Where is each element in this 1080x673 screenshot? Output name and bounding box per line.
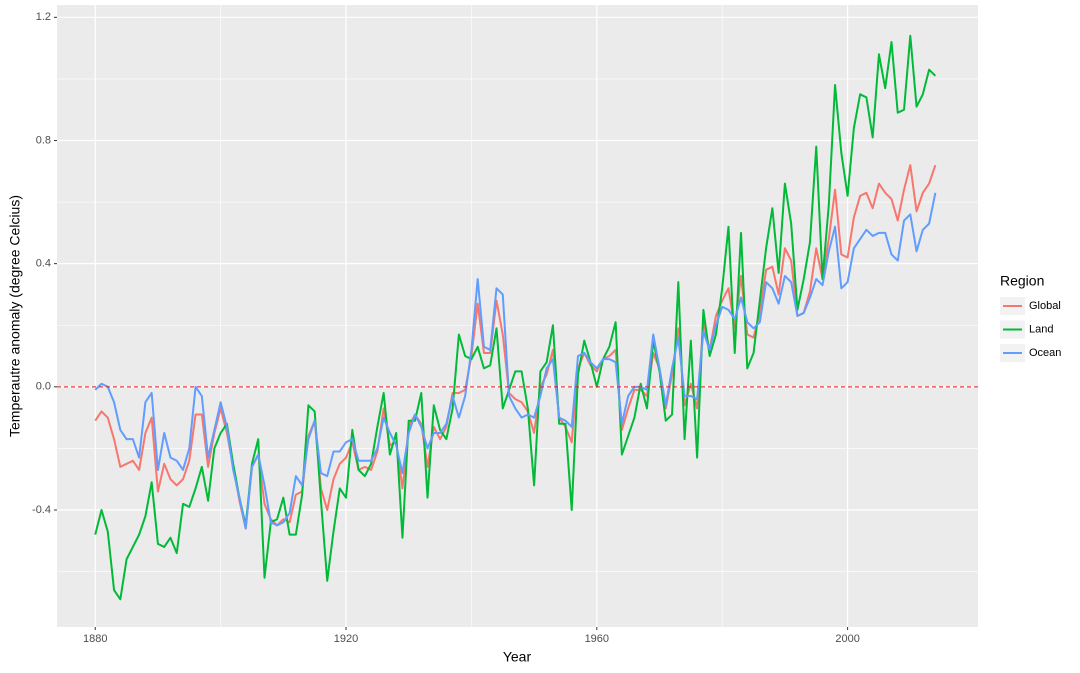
y-tick-label: 0.8 xyxy=(36,134,51,146)
axes: -0.4 0.0 0.4 0.8 1.2 1880 1920 1960 2000 xyxy=(32,11,860,645)
y-tick-label: 1.2 xyxy=(36,11,51,23)
x-axis-title: Year xyxy=(503,649,532,665)
x-tick-label: 1960 xyxy=(585,633,609,645)
x-tick-label: 1880 xyxy=(83,633,107,645)
y-tick-label: 0.4 xyxy=(36,258,51,270)
legend-label: Ocean xyxy=(1029,347,1061,359)
y-axis-title: Temperautre anomaly (degree Celcius) xyxy=(7,195,23,437)
x-tick-label: 2000 xyxy=(835,633,859,645)
series-line xyxy=(94,192,937,530)
y-tick-label: -0.4 xyxy=(32,504,51,516)
y-tick-label: 0.0 xyxy=(36,381,51,393)
legend-title: Region xyxy=(1000,273,1044,289)
x-tick-label: 1920 xyxy=(334,633,358,645)
legend-label: Land xyxy=(1029,323,1053,335)
legend: Global Land Ocean xyxy=(1000,297,1061,362)
panel xyxy=(57,5,978,627)
legend-label: Global xyxy=(1029,300,1061,312)
grid xyxy=(57,5,978,627)
lines xyxy=(57,34,978,601)
